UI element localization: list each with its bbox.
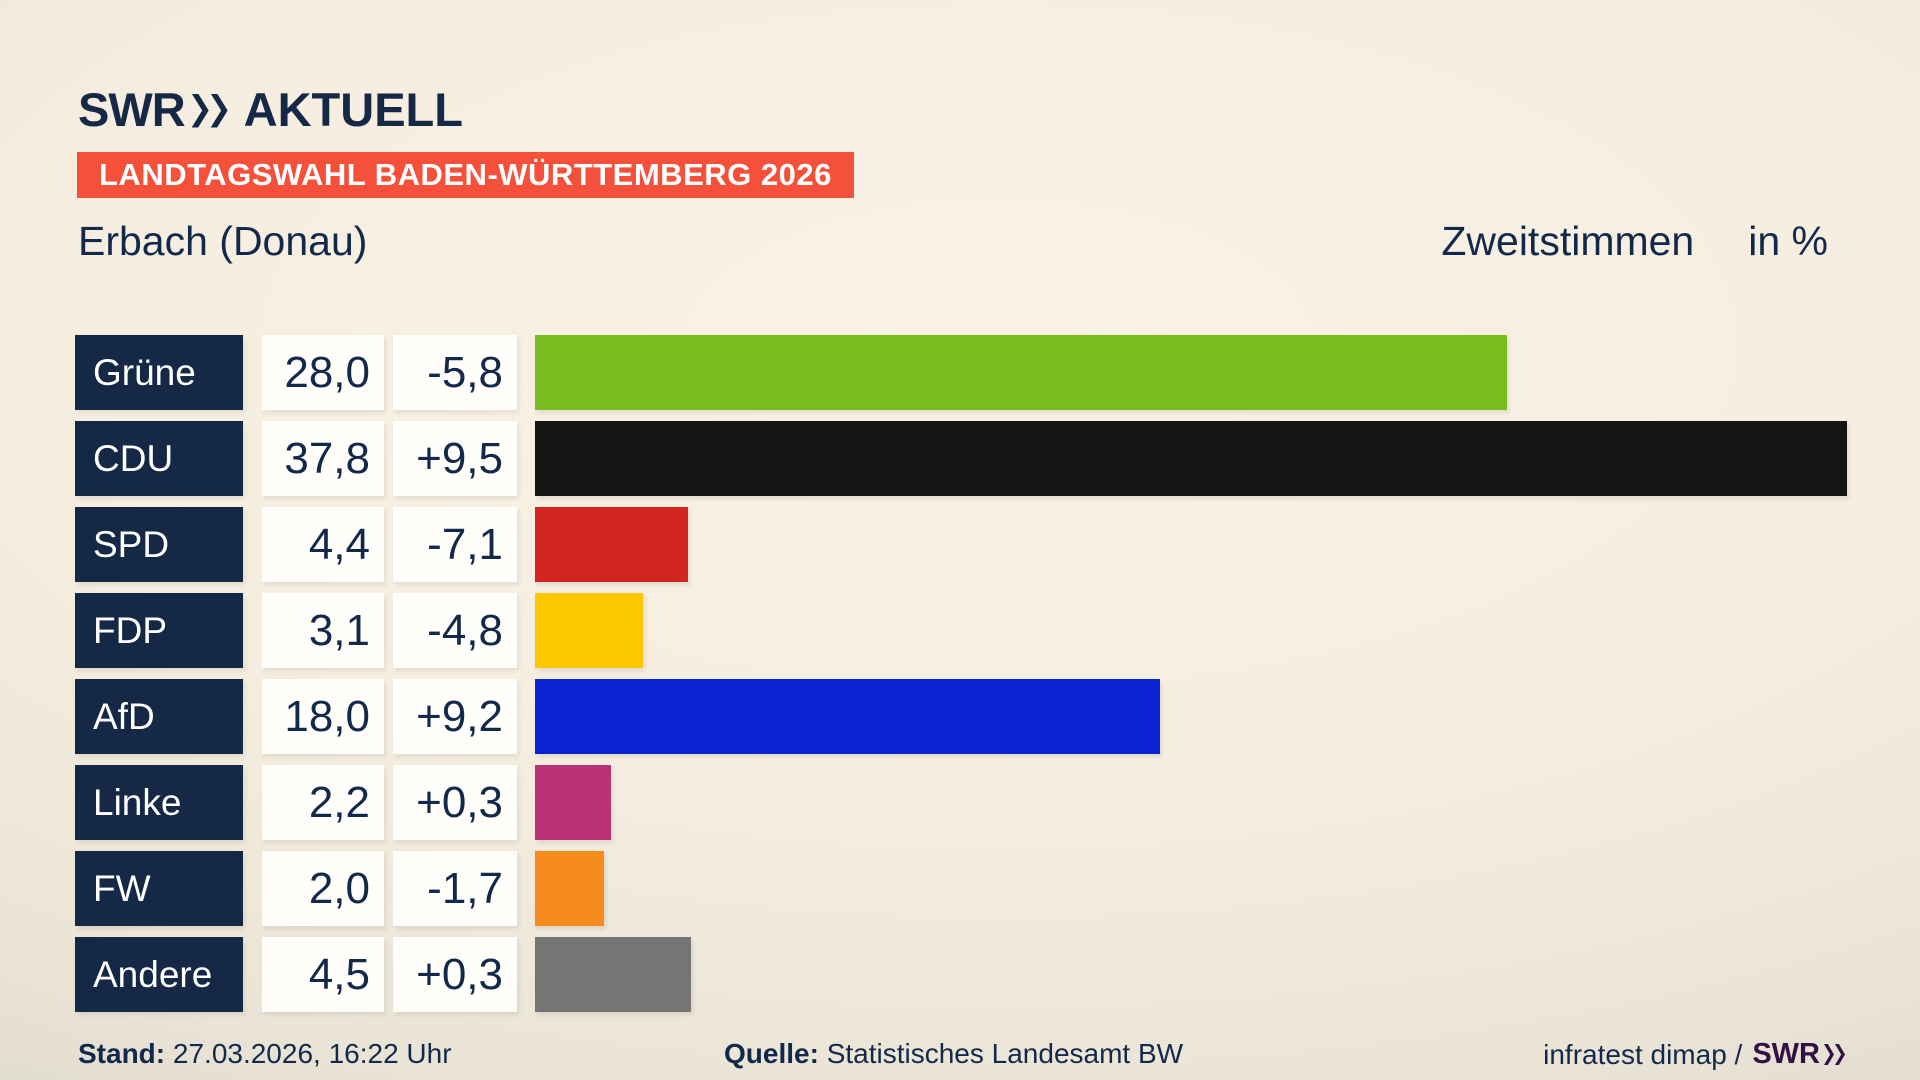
party-value: 2,2: [262, 765, 384, 840]
stand-label: Stand:: [78, 1038, 166, 1069]
region-title: Erbach (Donau): [78, 218, 368, 264]
credit-text: infratest dimap /: [1543, 1038, 1743, 1070]
measure-label: Zweitstimmen: [1441, 218, 1695, 264]
credit: infratest dimap / SWR: [1543, 1038, 1846, 1071]
party-label: FDP: [75, 593, 243, 668]
chart-row: SPD 4,4 -7,1: [75, 507, 1847, 582]
title-row: Erbach (Donau) Zweitstimmen in %: [78, 218, 1828, 265]
party-bar: [535, 335, 1507, 410]
stand-value: 27.03.2026, 16:22 Uhr: [172, 1038, 452, 1069]
party-change: +0,3: [393, 937, 517, 1012]
chart-row: Grüne 28,0 -5,8: [75, 335, 1847, 410]
party-label: Andere: [75, 937, 243, 1012]
party-change: +0,3: [393, 765, 517, 840]
party-bar: [535, 851, 604, 926]
party-label: Linke: [75, 765, 243, 840]
party-label: FW: [75, 851, 243, 926]
party-value: 2,0: [262, 851, 384, 926]
party-bar: [535, 937, 691, 1012]
swr-chevron-icon: [191, 93, 230, 128]
chart-row: AfD 18,0 +9,2: [75, 679, 1847, 754]
party-change: -1,7: [393, 851, 517, 926]
chart-rows: Grüne 28,0 -5,8 CDU 37,8 +9,5 SPD 4,4 -7…: [75, 335, 1847, 1023]
party-label: AfD: [75, 679, 243, 754]
swr-chevron-icon: [1824, 1044, 1846, 1065]
party-bar: [535, 593, 643, 668]
party-bar: [535, 421, 1847, 496]
party-value: 18,0: [262, 679, 384, 754]
chart-row: FW 2,0 -1,7: [75, 851, 1847, 926]
swr-logo-text: SWR: [78, 83, 186, 136]
stand-timestamp: Stand: 27.03.2026, 16:22 Uhr: [78, 1038, 452, 1070]
credit-swr-logo: SWR: [1752, 1038, 1820, 1070]
party-value: 37,8: [262, 421, 384, 496]
party-change: -4,8: [393, 593, 517, 668]
swr-aktuell-logo: SWR AKTUELL: [78, 82, 463, 137]
measure-title: Zweitstimmen in %: [1441, 218, 1828, 265]
party-label: SPD: [75, 507, 243, 582]
data-source: Quelle: Statistisches Landesamt BW: [724, 1038, 1183, 1070]
party-bar: [535, 765, 611, 840]
footer: Stand: 27.03.2026, 16:22 Uhr Quelle: Sta…: [0, 1038, 1920, 1080]
party-change: +9,5: [393, 421, 517, 496]
aktuell-logo-text: AKTUELL: [243, 83, 463, 136]
party-value: 3,1: [262, 593, 384, 668]
source-label: Quelle:: [724, 1038, 819, 1069]
party-change: -7,1: [393, 507, 517, 582]
election-banner: LANDTAGSWAHL BADEN-WÜRTTEMBERG 2026: [77, 152, 854, 198]
party-label: CDU: [75, 421, 243, 496]
party-change: +9,2: [393, 679, 517, 754]
chart-row: CDU 37,8 +9,5: [75, 421, 1847, 496]
party-value: 28,0: [262, 335, 384, 410]
party-bar: [535, 679, 1160, 754]
party-label: Grüne: [75, 335, 243, 410]
chart-row: FDP 3,1 -4,8: [75, 593, 1847, 668]
unit-label: in %: [1748, 218, 1828, 264]
chart-row: Andere 4,5 +0,3: [75, 937, 1847, 1012]
source-value: Statistisches Landesamt BW: [826, 1038, 1184, 1069]
chart-row: Linke 2,2 +0,3: [75, 765, 1847, 840]
party-value: 4,5: [262, 937, 384, 1012]
party-bar: [535, 507, 688, 582]
party-value: 4,4: [262, 507, 384, 582]
party-change: -5,8: [393, 335, 517, 410]
